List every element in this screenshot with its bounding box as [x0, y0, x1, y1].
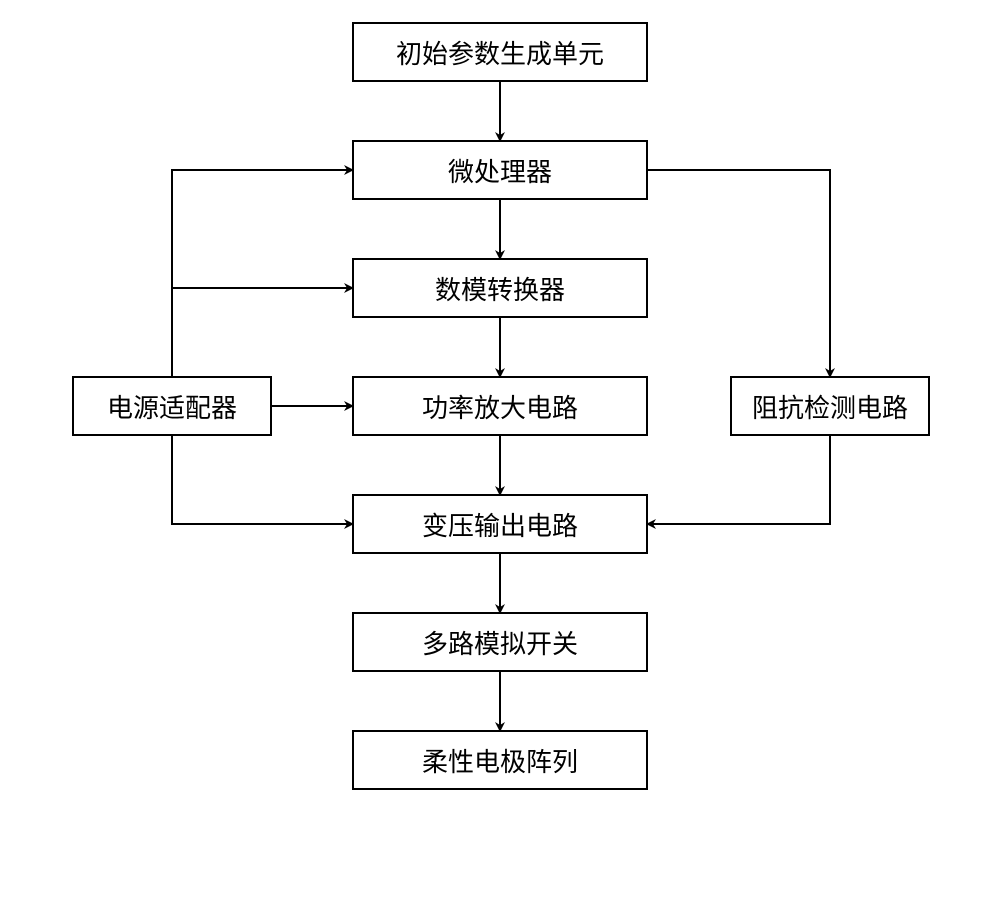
edge [648, 436, 830, 524]
node-label: 多路模拟开关 [422, 624, 578, 661]
node-flex-electrode-array: 柔性电极阵列 [352, 730, 648, 790]
node-impedance-detect: 阻抗检测电路 [730, 376, 930, 436]
node-power-adapter: 电源适配器 [72, 376, 272, 436]
node-analog-switch: 多路模拟开关 [352, 612, 648, 672]
node-label: 变压输出电路 [422, 506, 578, 543]
node-label: 功率放大电路 [422, 388, 578, 425]
node-initial-params: 初始参数生成单元 [352, 22, 648, 82]
node-power-amp: 功率放大电路 [352, 376, 648, 436]
edge [172, 288, 352, 376]
node-transformer-output: 变压输出电路 [352, 494, 648, 554]
edge [172, 436, 352, 524]
node-label: 初始参数生成单元 [396, 34, 604, 71]
edge [648, 170, 830, 376]
edge [172, 170, 352, 376]
node-label: 阻抗检测电路 [752, 388, 908, 425]
node-dac: 数模转换器 [352, 258, 648, 318]
node-microprocessor: 微处理器 [352, 140, 648, 200]
node-label: 电源适配器 [107, 388, 237, 425]
node-label: 数模转换器 [435, 270, 565, 307]
node-label: 微处理器 [448, 152, 552, 189]
node-label: 柔性电极阵列 [422, 742, 578, 779]
